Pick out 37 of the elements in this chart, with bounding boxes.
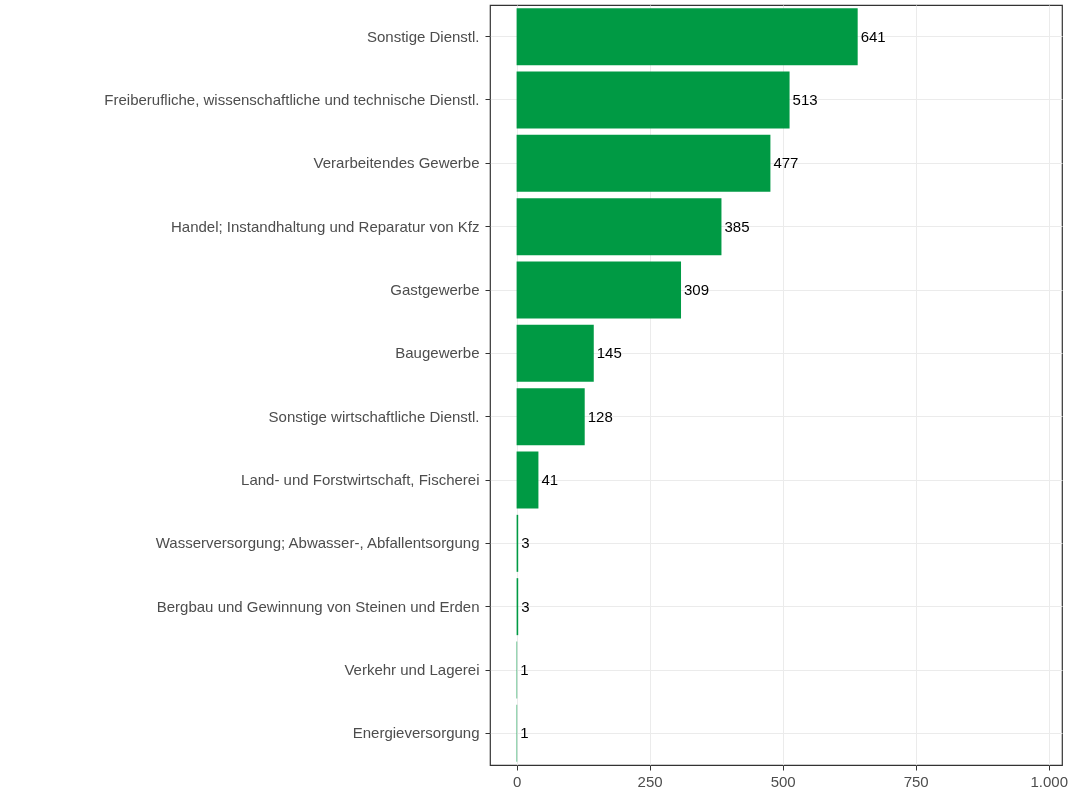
data-label: 3 (521, 597, 530, 615)
bar (516, 71, 790, 129)
x-tick-label: 0 (512, 772, 522, 790)
y-tick-label: Handel; Instandhaltung und Reparatur von Kfz (170, 217, 480, 235)
data-label: 641 (860, 27, 886, 45)
bar (516, 451, 539, 509)
data-label: 3 (521, 534, 530, 552)
data-label: 513 (792, 91, 818, 108)
bar (516, 134, 771, 192)
y-tick-label: Verkehr und Lagerei (344, 661, 480, 678)
x-tick-label: 500 (770, 772, 796, 790)
y-tick-label: Gastgewerbe (390, 281, 480, 298)
y-tick-label: Freiberufliche, wissenschaftliche und technische Dienstl. (104, 91, 480, 108)
data-label: 128 (587, 407, 613, 425)
data-label: 145 (596, 344, 622, 362)
x-tick-label: 750 (903, 772, 929, 790)
data-label: 41 (541, 471, 559, 488)
data-label: 1 (520, 661, 529, 678)
data-label: 385 (724, 217, 750, 235)
x-tick-label: 1.000 (1030, 772, 1068, 790)
y-tick-label: Verarbeitendes Gewerbe (313, 154, 480, 172)
y-tick-label: Baugewerbe (395, 344, 480, 362)
y-tick-label: Land- und Forstwirtschaft, Fischerei (241, 471, 480, 488)
x-tick-label: 250 (637, 772, 663, 790)
y-tick-label: Wasserversorgung; Abwasser-, Abfallentsorgung (155, 534, 480, 552)
bar (516, 261, 682, 319)
y-tick-label: Sonstige Dienstl. (366, 27, 480, 45)
bar (516, 324, 594, 382)
data-label: 1 (520, 724, 529, 742)
bar (516, 388, 585, 446)
data-label: 309 (684, 281, 710, 298)
y-tick-label: Energieversorgung (352, 724, 480, 742)
bar (516, 8, 858, 66)
data-label: 477 (773, 154, 799, 172)
y-tick-label: Bergbau und Gewinnung von Steinen und Erden (156, 597, 480, 615)
y-tick-label: Sonstige wirtschaftliche Dienstl. (268, 407, 480, 425)
bar (516, 198, 722, 256)
